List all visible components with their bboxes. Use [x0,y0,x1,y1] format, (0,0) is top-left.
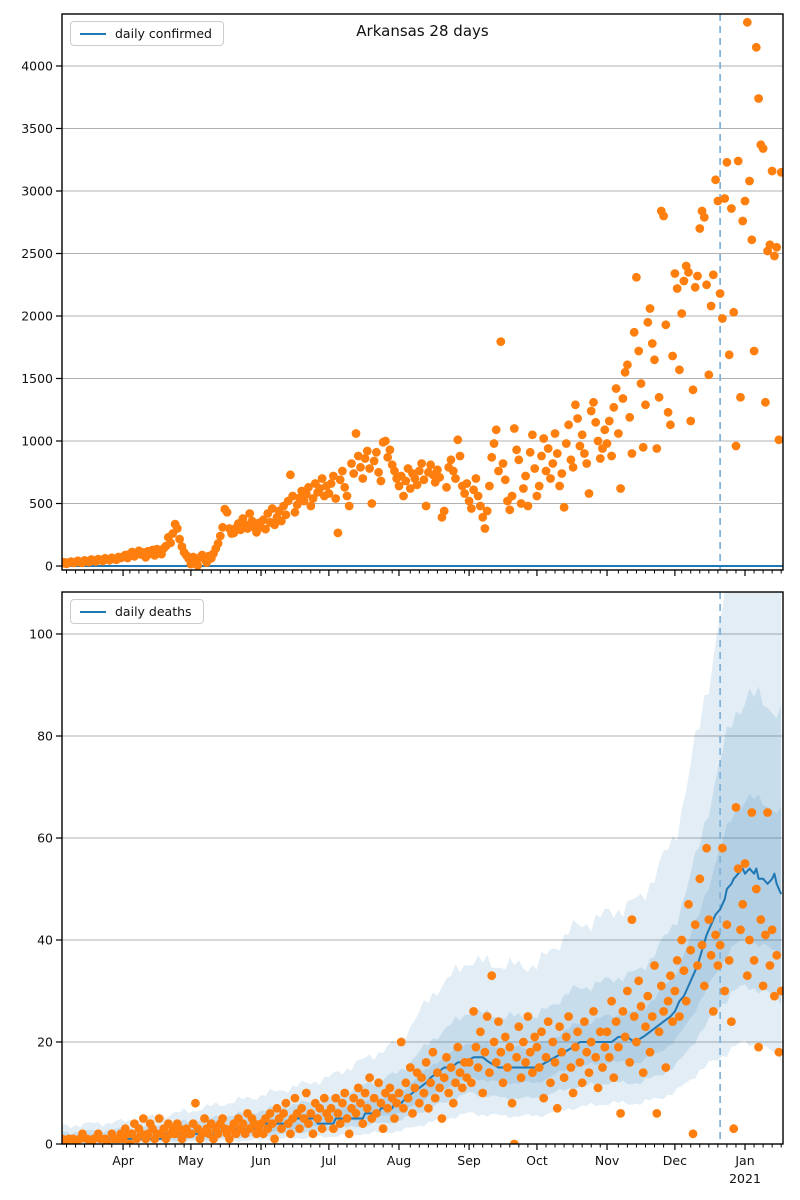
svg-text:0: 0 [45,559,53,574]
gridlines [62,65,783,567]
x-axis [66,570,782,576]
svg-text:Aug: Aug [387,1153,411,1168]
svg-text:100: 100 [29,627,53,642]
svg-text:2000: 2000 [21,309,53,324]
svg-text:1500: 1500 [21,371,53,386]
svg-text:Jan: Jan [734,1153,754,1168]
svg-text:Jul: Jul [320,1153,336,1168]
legend-daily-confirmed: daily confirmed [70,21,224,46]
plot-border [61,13,784,571]
svg-text:May: May [178,1153,204,1168]
svg-text:Jun: Jun [250,1153,271,1168]
legend-label-confirmed: daily confirmed [115,26,212,41]
plot-border [61,591,784,1145]
svg-text:1000: 1000 [21,434,53,449]
gridlines [62,633,783,1043]
svg-text:40: 40 [37,933,53,948]
svg-text:4000: 4000 [21,59,53,74]
chart-title: Arkansas 28 days [356,22,489,40]
svg-text:20: 20 [37,1035,53,1050]
svg-text:Oct: Oct [526,1153,548,1168]
legend-label-deaths: daily deaths [115,604,192,619]
confirmed-scatter [62,17,783,570]
svg-text:500: 500 [29,496,53,511]
svg-text:0: 0 [45,1137,53,1152]
x-axis: Apr May Jun Jul Aug Sep Oct Nov Dec Jan 2021 [66,1144,782,1186]
legend-line-swatch-icon [80,32,106,35]
y-axis: 0 500 1000 1500 2000 2500 3000 3500 4000 [21,59,62,574]
svg-text:3500: 3500 [21,121,53,136]
confirmed-chart: 0 500 1000 1500 2000 2500 3000 3500 4000 [21,13,784,576]
legend-line-swatch-icon [80,610,106,613]
deaths-chart: 0 20 40 60 80 100 Apr May Jun Jul Aug Sep Oct Nov Dec J… [29,591,784,1186]
svg-text:Apr: Apr [112,1153,134,1168]
svg-text:Nov: Nov [595,1153,620,1168]
svg-text:60: 60 [37,831,53,846]
uncertainty-bands [62,592,782,1144]
y-axis: 0 20 40 60 80 100 [29,627,62,1152]
legend-daily-deaths: daily deaths [70,599,204,624]
svg-text:2500: 2500 [21,246,53,261]
deaths-scatter [62,803,783,1144]
svg-text:80: 80 [37,729,53,744]
svg-text:Sep: Sep [457,1153,481,1168]
year-label: 2021 [729,1171,761,1186]
svg-text:3000: 3000 [21,184,53,199]
svg-text:Dec: Dec [663,1153,687,1168]
